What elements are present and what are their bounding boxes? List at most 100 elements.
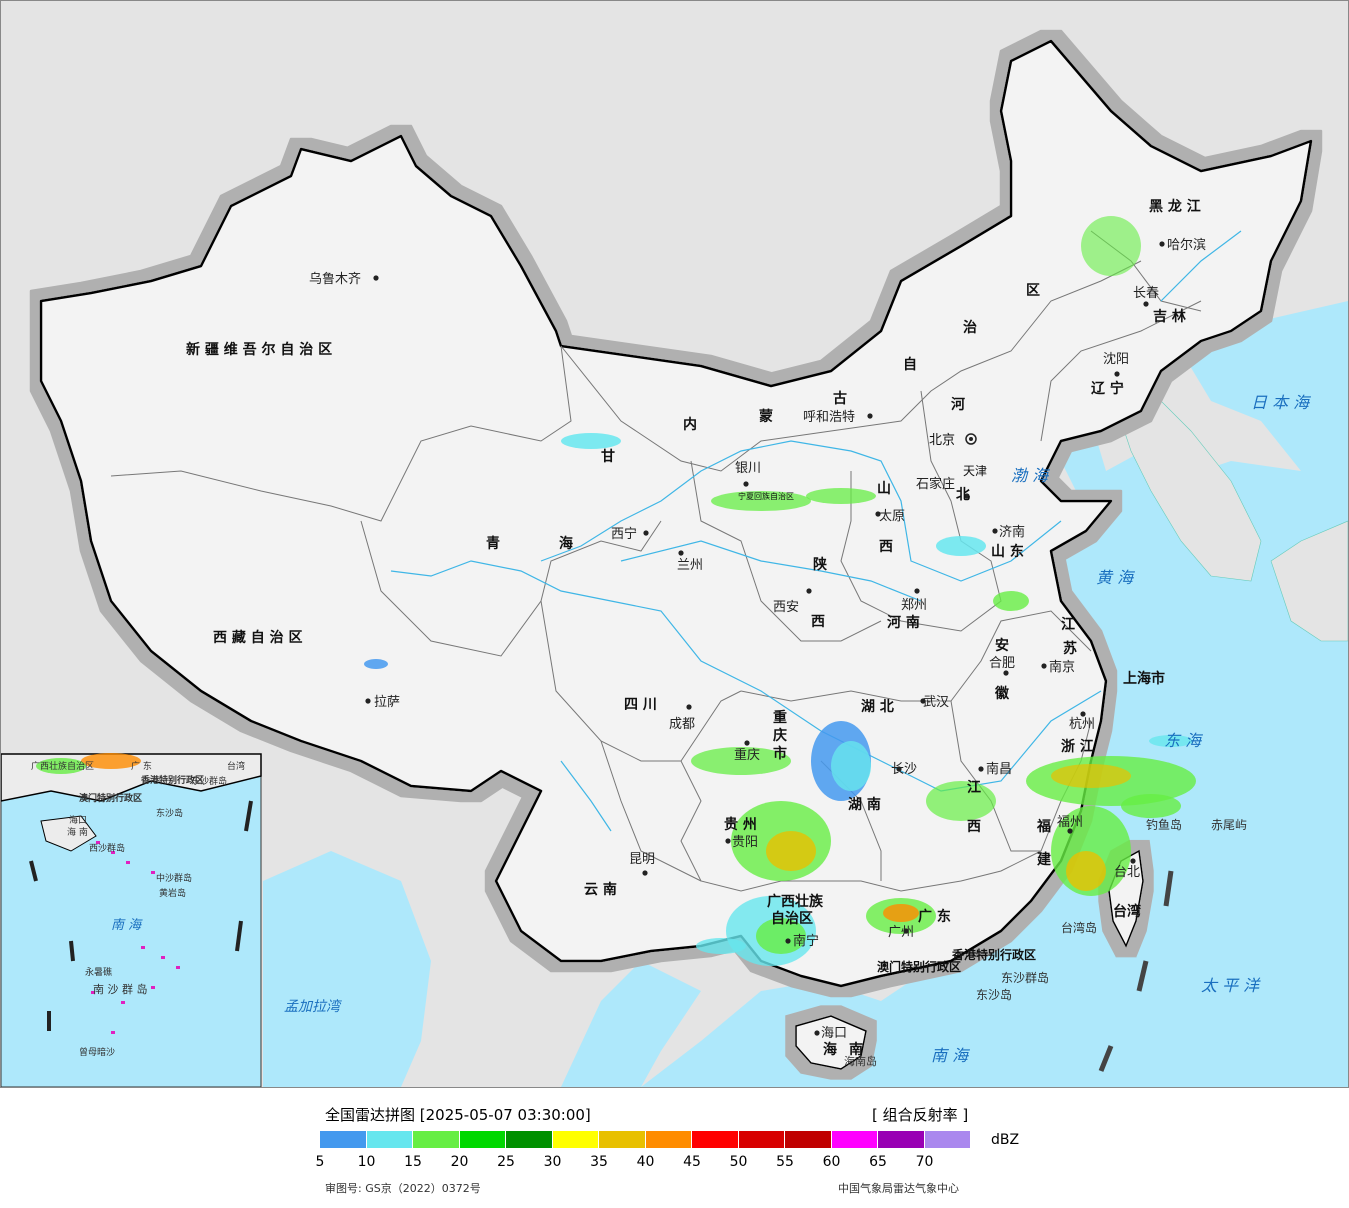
color-tick-label: 70	[915, 1154, 934, 1170]
label-hunan: 湖 南	[848, 796, 881, 813]
label-liaoning: 辽 宁	[1091, 380, 1124, 397]
inset-label-haikou: 海口	[69, 814, 87, 826]
label-fujian-b: 建	[1037, 851, 1051, 868]
south-china-sea-inset	[1, 753, 262, 1087]
color-swatch	[878, 1131, 924, 1148]
color-tick-label: 5	[315, 1154, 325, 1170]
inset-label-dongsha-d: 东沙岛	[156, 807, 183, 819]
color-tick-label: 60	[822, 1154, 841, 1170]
label-chongqing: 重庆	[734, 747, 760, 763]
source-credit: 中国气象局雷达气象中心	[838, 1182, 959, 1195]
label-jiangsu-b: 苏	[1063, 640, 1077, 657]
label-gansu: 甘	[601, 448, 615, 465]
label-lhasa: 拉萨	[374, 695, 400, 710]
label-macau: 澳门特别行政区	[877, 959, 961, 974]
approval-number: 审图号: GS京（2022）0372号	[325, 1182, 481, 1195]
label-neimenggu-d: 自	[903, 356, 917, 373]
label-hebei-a: 河	[951, 396, 965, 413]
label-yunnan: 云 南	[584, 881, 617, 898]
color-swatch	[413, 1131, 459, 1148]
color-tick-label: 55	[776, 1154, 794, 1170]
label-shandong: 山 东	[991, 543, 1024, 560]
inset-label-xisha: 西沙群岛	[89, 842, 125, 854]
label-shanxi-a: 山	[877, 481, 891, 497]
label-taiwan-island: 台湾岛	[1061, 920, 1097, 935]
sea-area-japan	[1181, 301, 1348, 471]
label-jiangsu-a: 江	[1061, 616, 1075, 633]
label-sichuan: 四 川	[624, 697, 657, 713]
sea-labels: 渤 海 黄 海 东 海 南 海 日 本 海 太 平 洋 孟加拉湾	[284, 393, 1311, 1065]
radar-echoes	[364, 216, 1196, 966]
color-tick-label: 15	[404, 1154, 422, 1170]
label-jinan: 济南	[999, 524, 1025, 540]
inset-label-nanhai: 南 海	[111, 918, 143, 933]
color-tick-label: 25	[497, 1154, 515, 1170]
inset-label-huangyan: 黄岩岛	[159, 887, 186, 899]
label-hainan-a: 海	[823, 1041, 837, 1058]
hainan-outline	[795, 1015, 867, 1070]
province-labels: 新 疆 维 吾 尔 自 治 区 西 藏 自 治 区 青 海 甘 内 蒙 古 自 …	[186, 198, 1201, 1058]
label-haikou: 海口	[821, 1026, 847, 1041]
label-neimenggu-c: 古	[833, 390, 847, 407]
inset-label-macau: 澳门特别行政区	[79, 792, 142, 804]
label-neimenggu-a: 内	[683, 416, 697, 433]
label-jiangxi-a: 江	[967, 779, 981, 796]
inset-label-zengmu: 曾母暗沙	[79, 1046, 115, 1058]
label-shaanxi-a: 陕	[813, 556, 827, 573]
legend-panel: 全国雷达拼图 [2025-05-07 03:30:00] [ 组合反射率 ] d…	[0, 1088, 1349, 1208]
label-hohhot: 呼和浩特	[803, 410, 855, 425]
label-yinchuan: 银川	[735, 461, 761, 476]
label-nanchang: 南昌	[986, 761, 1012, 777]
label-guiyang: 贵阳	[732, 835, 758, 850]
sea-area-east	[641, 396, 1348, 1087]
label-jiangxi-b: 西	[967, 819, 981, 835]
inset-label-hainan: 海 南	[67, 826, 88, 838]
legend-title: 全国雷达拼图 [2025-05-07 03:30:00]	[325, 1106, 591, 1124]
inset-label-guangxi: 广西壮族自治区	[31, 760, 94, 772]
legend-unit: dBZ	[990, 1132, 1020, 1148]
label-shanghai: 上海市	[1123, 670, 1165, 687]
color-swatch	[785, 1131, 831, 1148]
label-chongqing-b: 庆	[773, 727, 787, 744]
label-anhui-a: 安	[995, 637, 1009, 654]
label-taiwan: 台湾	[1113, 903, 1141, 920]
land-japan	[1270, 520, 1348, 642]
label-shenyang: 沈阳	[1103, 352, 1129, 367]
label-urumqi: 乌鲁木齐	[309, 271, 361, 287]
label-wuhan: 武汉	[923, 695, 949, 710]
label-fuzhou: 福州	[1057, 815, 1083, 830]
label-changsha: 长沙	[891, 762, 917, 777]
label-donghai: 东 海	[1164, 731, 1203, 750]
city-dots	[365, 241, 1165, 1036]
color-swatch	[459, 1131, 505, 1148]
label-hongkong: 香港特别行政区	[951, 947, 1036, 962]
label-fujian-a: 福	[1036, 818, 1051, 835]
nine-dash-line	[1098, 870, 1174, 1072]
label-harbin: 哈尔滨	[1167, 237, 1206, 253]
inset-label-nansha: 南 沙 群 岛	[93, 982, 148, 996]
legend-product: [ 组合反射率 ]	[872, 1106, 969, 1124]
label-hebei-b: 北	[956, 487, 970, 503]
label-diaoyu: 钓鱼岛	[1146, 817, 1182, 832]
inset-label-taiwan: 台湾	[227, 760, 245, 772]
label-zhejiang: 浙 江	[1061, 738, 1094, 755]
label-xian: 西安	[773, 600, 799, 615]
label-heilongjiang: 黑 龙 江	[1149, 198, 1201, 215]
color-swatch	[320, 1131, 366, 1148]
sea-area-bengal	[263, 851, 431, 1087]
label-qinghai-b: 海	[559, 535, 573, 552]
label-tianjin: 天津	[963, 464, 987, 478]
label-neimenggu-e: 治	[963, 319, 977, 336]
inset-label-guangdong: 广 东	[131, 760, 152, 772]
label-henan: 河 南	[887, 614, 920, 631]
color-swatch	[366, 1131, 412, 1148]
label-japan-sea: 日 本 海	[1251, 393, 1311, 412]
label-nanhai: 南 海	[931, 1046, 970, 1065]
color-swatch	[552, 1131, 598, 1148]
label-guangdong: 广 东	[918, 908, 951, 925]
rivers	[390, 230, 1242, 832]
label-dongsha-qd: 东沙群岛	[1001, 970, 1049, 985]
label-shanxi-b: 西	[879, 539, 893, 555]
label-shaanxi-b: 西	[811, 614, 825, 630]
label-nanning: 南宁	[793, 933, 819, 949]
